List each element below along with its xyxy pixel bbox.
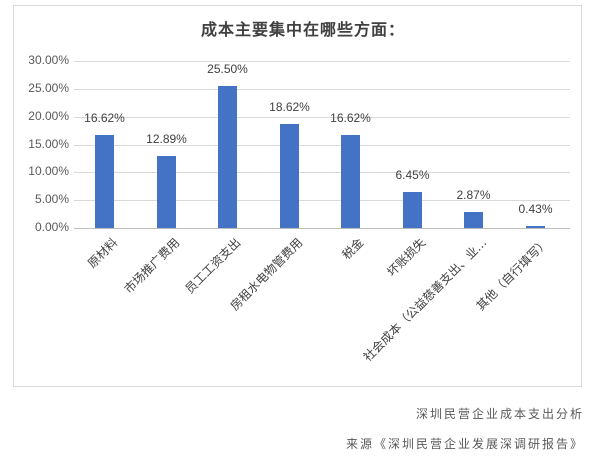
data-label: 18.62%	[269, 100, 310, 115]
caption-title: 深圳民营企业成本支出分析	[415, 407, 584, 421]
gridline	[74, 116, 570, 118]
bar	[341, 135, 360, 228]
y-tick-label: 20.00%	[28, 108, 69, 123]
bar	[280, 124, 299, 228]
y-tick-label: 5.00%	[34, 192, 69, 207]
bar	[218, 86, 237, 228]
data-label: 12.89%	[146, 132, 187, 147]
y-tick-label: 15.00%	[28, 136, 69, 151]
y-tick-label: 0.00%	[34, 220, 69, 234]
data-label: 6.45%	[395, 168, 430, 183]
bar	[464, 212, 483, 228]
bar	[95, 135, 114, 228]
bar	[403, 192, 422, 228]
caption-source: 来源《深圳民营企业发展深调研报告》	[345, 437, 584, 451]
gridline	[74, 144, 570, 146]
gridline	[74, 172, 570, 174]
y-tick-label: 25.00%	[28, 80, 69, 95]
data-label: 25.50%	[207, 62, 248, 77]
data-label: 2.87%	[456, 188, 491, 203]
data-label: 0.43%	[518, 201, 553, 216]
gridline	[74, 61, 570, 62]
bar	[526, 225, 545, 228]
y-tick-label: 30.00%	[28, 53, 69, 67]
data-label: 16.62%	[84, 111, 125, 126]
chart-title: 成本主要集中在哪些方面：	[200, 20, 405, 39]
bar	[157, 156, 176, 228]
x-axis-line	[74, 228, 570, 229]
y-tick-label: 10.00%	[28, 164, 69, 179]
data-label: 16.62%	[330, 111, 371, 126]
gridline	[74, 88, 570, 90]
gridline	[74, 200, 570, 202]
